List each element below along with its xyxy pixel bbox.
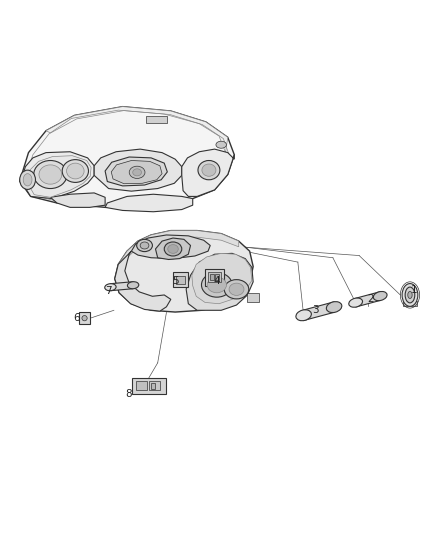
Ellipse shape: [23, 174, 32, 186]
Polygon shape: [20, 107, 234, 207]
Ellipse shape: [168, 245, 178, 253]
Polygon shape: [46, 107, 228, 152]
Ellipse shape: [296, 310, 311, 321]
Ellipse shape: [202, 164, 216, 176]
Bar: [205, 269, 224, 286]
Bar: [146, 116, 167, 123]
Polygon shape: [118, 231, 239, 271]
Ellipse shape: [20, 170, 35, 189]
Bar: [403, 301, 417, 306]
Text: 4: 4: [213, 276, 220, 286]
Bar: [132, 378, 166, 393]
Ellipse shape: [127, 282, 139, 289]
Polygon shape: [115, 251, 171, 311]
Text: 1: 1: [410, 285, 417, 295]
Bar: [151, 383, 155, 389]
Bar: [210, 274, 214, 280]
Ellipse shape: [201, 273, 232, 297]
Ellipse shape: [405, 287, 415, 303]
Ellipse shape: [39, 165, 62, 184]
Ellipse shape: [129, 166, 145, 179]
Bar: [149, 381, 160, 390]
Ellipse shape: [207, 277, 226, 293]
Ellipse shape: [137, 239, 152, 252]
Text: 3: 3: [312, 305, 319, 314]
Polygon shape: [186, 253, 253, 310]
Polygon shape: [111, 160, 162, 184]
Ellipse shape: [408, 292, 412, 298]
Polygon shape: [356, 292, 380, 307]
Polygon shape: [115, 231, 253, 312]
Polygon shape: [50, 193, 105, 207]
Polygon shape: [304, 302, 334, 320]
Ellipse shape: [198, 160, 220, 180]
Polygon shape: [105, 157, 167, 186]
Bar: [173, 272, 188, 287]
Ellipse shape: [34, 160, 67, 189]
Bar: [215, 274, 219, 280]
Text: 5: 5: [172, 276, 179, 286]
Text: 7: 7: [105, 286, 112, 296]
Ellipse shape: [105, 284, 116, 290]
Bar: [79, 312, 90, 324]
Text: 2: 2: [367, 294, 374, 304]
Text: 8: 8: [125, 389, 131, 399]
Bar: [136, 381, 147, 390]
Polygon shape: [21, 152, 94, 199]
Ellipse shape: [229, 283, 244, 295]
Ellipse shape: [224, 280, 249, 299]
Bar: [247, 293, 259, 302]
Polygon shape: [131, 235, 210, 259]
Ellipse shape: [67, 163, 84, 179]
Ellipse shape: [216, 141, 226, 148]
Polygon shape: [26, 156, 91, 197]
Polygon shape: [94, 149, 182, 191]
Ellipse shape: [164, 242, 182, 256]
Bar: [208, 272, 221, 282]
Ellipse shape: [140, 242, 149, 249]
Ellipse shape: [349, 298, 363, 307]
Ellipse shape: [62, 159, 88, 182]
Ellipse shape: [133, 169, 141, 176]
Bar: [176, 276, 185, 284]
Ellipse shape: [82, 316, 87, 321]
Ellipse shape: [373, 292, 387, 301]
Polygon shape: [105, 194, 193, 212]
Polygon shape: [182, 149, 234, 197]
Polygon shape: [155, 238, 191, 260]
Polygon shape: [110, 282, 133, 290]
Text: 6: 6: [73, 313, 80, 324]
Polygon shape: [192, 253, 252, 304]
Ellipse shape: [402, 284, 418, 306]
Ellipse shape: [326, 302, 342, 312]
